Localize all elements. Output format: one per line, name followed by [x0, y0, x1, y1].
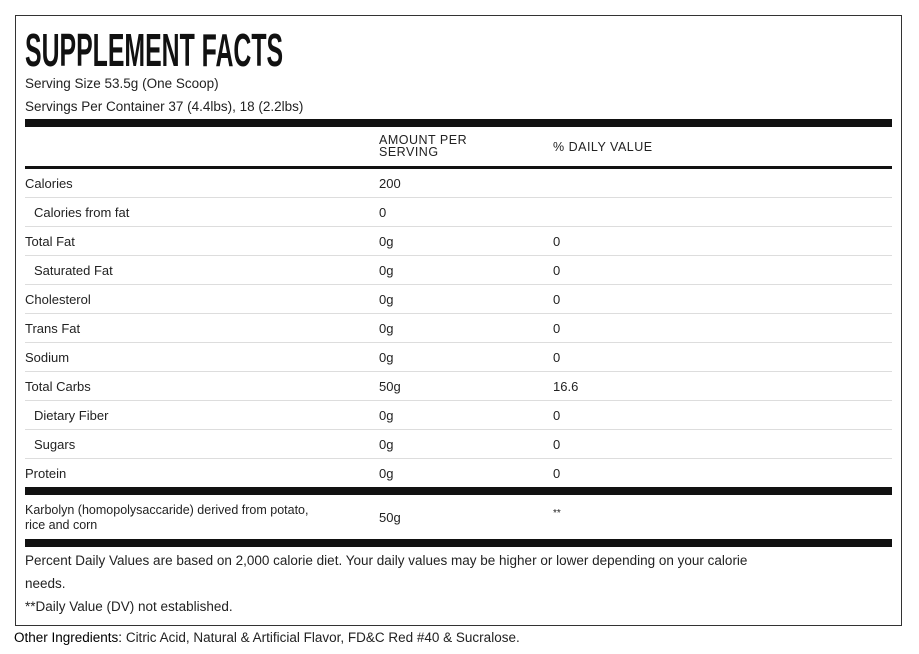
footnote-line1: Percent Daily Values are based on 2,000 … [25, 553, 748, 568]
nutrient-amount: 0g [379, 350, 394, 365]
nutrient-row: Calories 200 [25, 169, 892, 198]
nutrient-rows: Calories 200 Calories from fat 0 Total Fat 0g… [25, 169, 892, 488]
nutrient-name: Saturated Fat [34, 263, 113, 278]
nutrient-dv: 0 [553, 350, 561, 365]
nutrient-row: Saturated Fat 0g 0 [25, 256, 892, 285]
nutrient-name: Calories from fat [34, 205, 130, 220]
nutrient-dv: 0 [553, 234, 561, 249]
nutrient-name: Dietary Fiber [34, 408, 109, 423]
footnote-dv: **Daily Value (DV) not established. [25, 599, 233, 614]
ingredient-amount: 50g [379, 510, 401, 525]
nutrient-amount: 0g [379, 234, 394, 249]
serving-size: Serving Size 53.5g (One Scoop) [25, 76, 219, 91]
ingredient-name: Karbolyn (homopolysaccaride) derived fro… [25, 503, 308, 533]
nutrient-amount: 0g [379, 437, 394, 452]
divider [25, 166, 892, 169]
amount-header-line2: SERVING [379, 145, 439, 159]
nutrient-dv: 16.6 [553, 379, 579, 394]
ingredient-name-line2: rice and corn [25, 518, 98, 532]
amount-header-line1: AMOUNT PER [379, 133, 468, 147]
nutrient-row: Total Carbs 50g 16.6 [25, 372, 892, 401]
nutrient-name: Total Carbs [25, 379, 91, 394]
nutrient-amount: 0g [379, 408, 394, 423]
nutrient-name: Sugars [34, 437, 76, 452]
amount-header: AMOUNT PER SERVING [379, 133, 468, 159]
divider-thick [25, 119, 892, 127]
nutrient-row: Calories from fat 0 [25, 198, 892, 227]
ingredient-name-line1: Karbolyn (homopolysaccaride) derived fro… [25, 503, 309, 517]
other-ingredients-label: Other Ingredients: [14, 630, 123, 645]
panel-title: SUPPLEMENT FACTS [25, 24, 284, 76]
nutrient-name: Total Fat [25, 234, 75, 249]
divider-thick [25, 539, 892, 547]
karbolyn-row: Karbolyn (homopolysaccaride) derived fro… [25, 495, 892, 539]
ingredient-dv: ** [553, 508, 561, 519]
supplement-facts-panel: SUPPLEMENT FACTS Serving Size 53.5g (One… [15, 15, 902, 626]
nutrient-dv: 0 [553, 321, 561, 336]
other-ingredients-text: Citric Acid, Natural & Artificial Flavor… [122, 630, 520, 645]
nutrient-name: Calories [25, 176, 73, 191]
nutrient-amount: 0g [379, 321, 394, 336]
footnote-line2: needs. [25, 576, 66, 591]
nutrient-name: Sodium [25, 350, 70, 365]
nutrient-name: Trans Fat [25, 321, 81, 336]
nutrient-amount: 0g [379, 466, 394, 481]
nutrient-amount: 200 [379, 176, 401, 191]
nutrient-name: Protein [25, 466, 67, 481]
nutrient-amount: 50g [379, 379, 401, 394]
divider-thick [25, 487, 892, 495]
nutrient-row: Total Fat 0g 0 [25, 227, 892, 256]
nutrient-dv: 0 [553, 263, 561, 278]
other-ingredients: Other Ingredients: Citric Acid, Natural … [14, 630, 520, 645]
nutrient-dv: 0 [553, 466, 561, 481]
table-header: AMOUNT PER SERVING % DAILY VALUE [25, 128, 892, 167]
nutrient-row: Sugars 0g 0 [25, 430, 892, 459]
servings-per-container: Servings Per Container 37 (4.4lbs), 18 (… [25, 99, 304, 114]
daily-value-header: % DAILY VALUE [553, 140, 653, 154]
nutrient-row: Trans Fat 0g 0 [25, 314, 892, 343]
nutrient-row: Sodium 0g 0 [25, 343, 892, 372]
nutrient-row: Cholesterol 0g 0 [25, 285, 892, 314]
nutrient-row: Protein 0g 0 [25, 459, 892, 488]
nutrient-dv: 0 [553, 292, 561, 307]
nutrient-name: Cholesterol [25, 292, 91, 307]
nutrient-dv: 0 [553, 408, 561, 423]
nutrient-amount: 0g [379, 292, 394, 307]
nutrient-row: Dietary Fiber 0g 0 [25, 401, 892, 430]
nutrient-amount: 0 [379, 205, 387, 220]
nutrient-dv: 0 [553, 437, 561, 452]
nutrient-amount: 0g [379, 263, 394, 278]
